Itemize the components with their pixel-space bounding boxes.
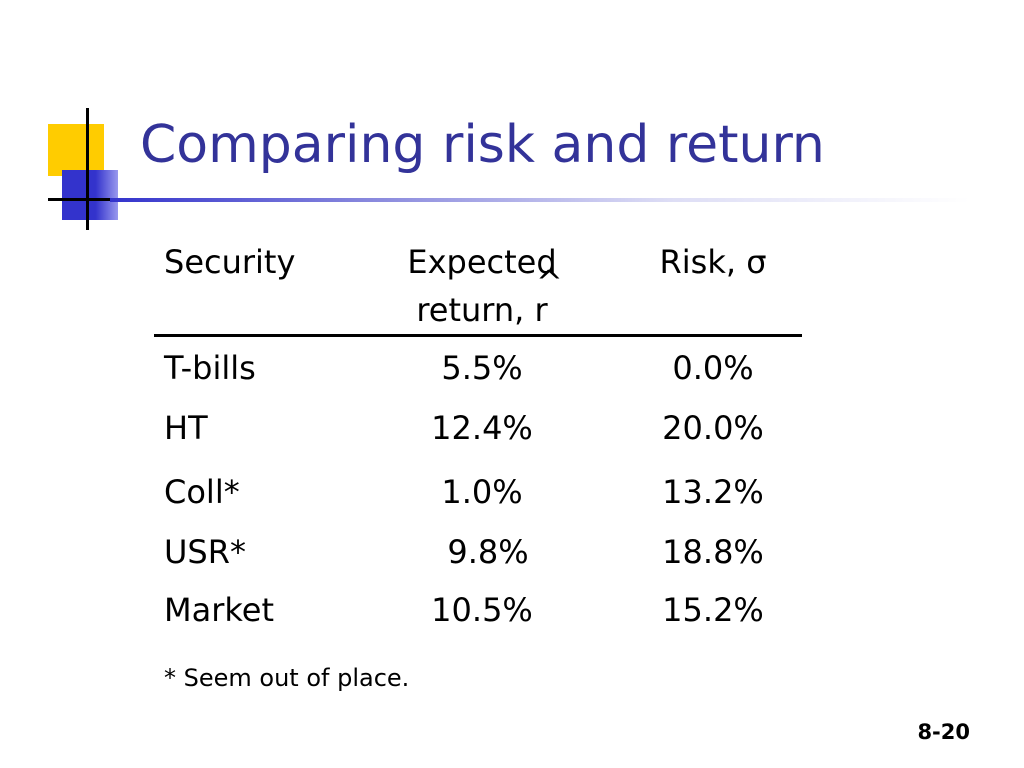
row-risk: 0.0% [672, 349, 754, 387]
decorative-horizontal-line [48, 198, 138, 201]
header-security: Security [164, 243, 296, 281]
header-divider [154, 334, 802, 337]
row-risk: 13.2% [662, 473, 764, 511]
slide-number: 8-20 [917, 720, 970, 744]
decorative-yellow-square [48, 124, 104, 176]
row-risk: 18.8% [662, 533, 764, 571]
row-expected-return: 12.4% [431, 409, 533, 447]
header-expected-line2: return, r [380, 290, 584, 330]
row-expected-return: 1.0% [441, 473, 523, 511]
decorative-vertical-line [86, 108, 89, 230]
row-expected-return: 9.8% [447, 533, 529, 571]
row-security: T-bills [164, 349, 256, 387]
row-security: HT [164, 409, 208, 447]
header-expected-line2-text: return, r [416, 291, 548, 329]
row-risk: 15.2% [662, 591, 764, 629]
title-underline-gradient [110, 198, 970, 202]
row-expected-return: 10.5% [431, 591, 533, 629]
header-expected-line1: Expected [407, 243, 557, 281]
row-expected-return: 5.5% [441, 349, 523, 387]
row-security: Market [164, 591, 274, 629]
header-risk: Risk, σ [659, 243, 767, 281]
slide-title: Comparing risk and return [140, 115, 825, 175]
row-security: USR* [164, 533, 246, 571]
row-security: Coll* [164, 473, 240, 511]
row-risk: 20.0% [662, 409, 764, 447]
footnote: * Seem out of place. [164, 664, 410, 692]
decorative-blue-square [62, 170, 118, 220]
r-hat-symbol: ^ [536, 263, 563, 301]
